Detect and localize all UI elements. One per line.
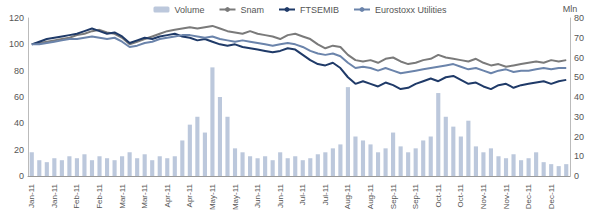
svg-text:Eurostoxx Utilities: Eurostoxx Utilities [375, 5, 447, 15]
svg-text:Nov-11: Nov-11 [502, 183, 511, 209]
svg-text:Nov-11: Nov-11 [479, 183, 488, 209]
svg-text:Sep-11: Sep-11 [411, 183, 420, 209]
svg-text:Mln: Mln [562, 4, 578, 15]
svg-text:Oct-11: Oct-11 [434, 183, 443, 207]
svg-text:Mar-11: Mar-11 [118, 183, 127, 208]
svg-text:0: 0 [19, 171, 24, 181]
svg-text:Apr-11: Apr-11 [185, 183, 194, 207]
svg-text:Jul-11: Jul-11 [298, 183, 307, 205]
svg-text:20: 20 [14, 145, 24, 155]
svg-text:May-11: May-11 [208, 183, 217, 210]
svg-text:100: 100 [9, 39, 24, 49]
svg-text:Sep-11: Sep-11 [389, 183, 398, 209]
svg-text:20: 20 [574, 132, 584, 142]
svg-text:Aug-11: Aug-11 [343, 183, 352, 209]
svg-text:Jan-11: Jan-11 [50, 183, 59, 207]
svg-text:Apr-11: Apr-11 [163, 183, 172, 207]
svg-text:40: 40 [14, 118, 24, 128]
svg-text:Jul-11: Jul-11 [321, 183, 330, 205]
svg-text:120: 120 [9, 13, 24, 23]
svg-text:80: 80 [14, 66, 24, 76]
svg-text:Jun-11: Jun-11 [253, 183, 262, 207]
svg-text:50: 50 [574, 72, 584, 82]
svg-text:FTSEMIB: FTSEMIB [300, 5, 339, 15]
svg-text:60: 60 [574, 53, 584, 63]
svg-text:Dec-11: Dec-11 [524, 183, 533, 209]
svg-text:60: 60 [14, 92, 24, 102]
svg-text:Dec-11: Dec-11 [547, 183, 556, 209]
svg-text:80: 80 [574, 13, 584, 23]
svg-text:Jun-11: Jun-11 [276, 183, 285, 207]
svg-text:Jan-11: Jan-11 [27, 183, 36, 207]
svg-text:0: 0 [574, 171, 579, 181]
svg-text:Mar-11: Mar-11 [140, 183, 149, 208]
svg-text:10: 10 [574, 151, 584, 161]
svg-text:Volume: Volume [174, 5, 204, 15]
svg-text:Feb-11: Feb-11 [72, 183, 81, 208]
svg-text:May-11: May-11 [231, 183, 240, 210]
svg-text:Oct-11: Oct-11 [456, 183, 465, 207]
svg-text:70: 70 [574, 33, 584, 43]
svg-text:30: 30 [574, 112, 584, 122]
svg-text:40: 40 [574, 92, 584, 102]
svg-text:Feb-11: Feb-11 [95, 183, 104, 208]
svg-text:Aug-11: Aug-11 [366, 183, 375, 209]
svg-text:Snam: Snam [240, 5, 264, 15]
